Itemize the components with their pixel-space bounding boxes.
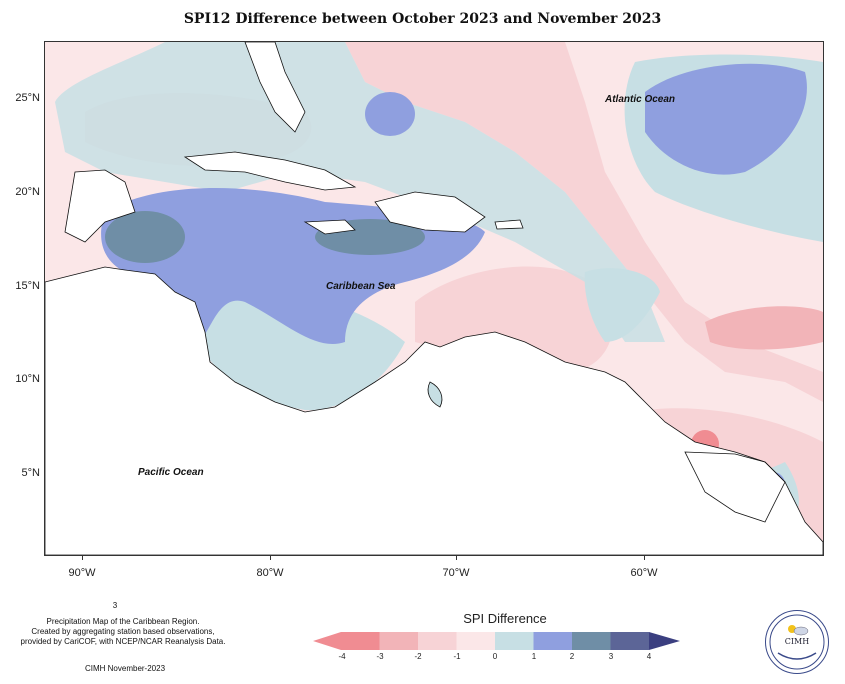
lat-label-20: 20°N [15,186,40,198]
lake-maracaibo [427,381,443,408]
guyana-border [684,451,786,523]
pink-region-atlantic-se [705,306,823,350]
legend-label: -3 [376,652,384,661]
teal-spot-honduras [105,211,185,263]
blue-region-panama [195,292,405,411]
lon-tick [456,555,457,560]
cuba-island [183,151,357,191]
blue-band-north [55,42,665,342]
legend-arrow-right [649,632,680,650]
legend-swatch [495,632,534,650]
lat-label-5: 5°N [21,467,40,479]
lon-label-70: 70°W [442,567,470,579]
hispaniola-island [374,191,486,233]
legend-title: SPI Difference [463,611,547,626]
legend-swatch [610,632,649,650]
map-panel [44,41,824,556]
lat-label-15: 15°N [15,280,40,292]
caribbean-sea-label: Caribbean Sea [326,281,396,292]
footer-line2: Created by aggregating station based obs… [31,627,215,636]
cimh-logo: CIMH [765,610,829,674]
lon-tick [644,555,645,560]
puerto-rico-island [494,219,524,230]
pink-band-east [345,42,823,402]
lon-label-60: 60°W [630,567,658,579]
lon-label-90: 90°W [68,567,96,579]
legend-colorbar [313,632,680,650]
atlantic-ocean-label: Atlantic Ocean [605,94,676,105]
legend-label: -2 [414,652,422,661]
lat-label-25: 25°N [15,92,40,104]
legend-swatch [379,632,418,650]
pacific-ocean-label: Pacific Ocean [138,467,204,478]
lat-label-10: 10°N [15,373,40,385]
legend-label: 4 [646,652,652,661]
legend-swatch [418,632,457,650]
logo-text: CIMH [784,637,810,646]
legend-label: 2 [569,652,575,661]
sun-cloud-icon [769,614,825,670]
legend-label: -1 [453,652,461,661]
lon-tick [82,555,83,560]
legend-swatch [456,632,495,650]
legend-swatch [533,632,572,650]
legend-swatch [341,632,380,650]
spi-map [45,42,823,555]
jamaica-island [303,219,356,235]
legend-swatch [572,632,611,650]
legend-label: -4 [338,652,346,661]
footer-line1: Precipitation Map of the Caribbean Regio… [46,617,200,626]
yucatan [64,169,136,243]
blue-spot-bahamas [365,92,415,136]
legend-label: 3 [608,652,614,661]
lon-tick [270,555,271,560]
legend-label: 1 [531,652,537,661]
footer-superscript: 3 [112,601,118,610]
legend-label: 0 [492,652,498,661]
map-title: SPI12 Difference between October 2023 an… [183,11,662,27]
blue-region-antilles [584,268,660,342]
lon-label-80: 80°W [256,567,284,579]
footer-line3: provided by CariCOF, with NCEP/NCAR Rean… [20,637,226,646]
footer-credit: CIMH November-2023 [84,664,166,673]
land-outlines [45,42,823,555]
florida [244,42,306,133]
blue-region-atlantic-core [645,63,807,175]
legend-arrow-left [313,632,341,650]
